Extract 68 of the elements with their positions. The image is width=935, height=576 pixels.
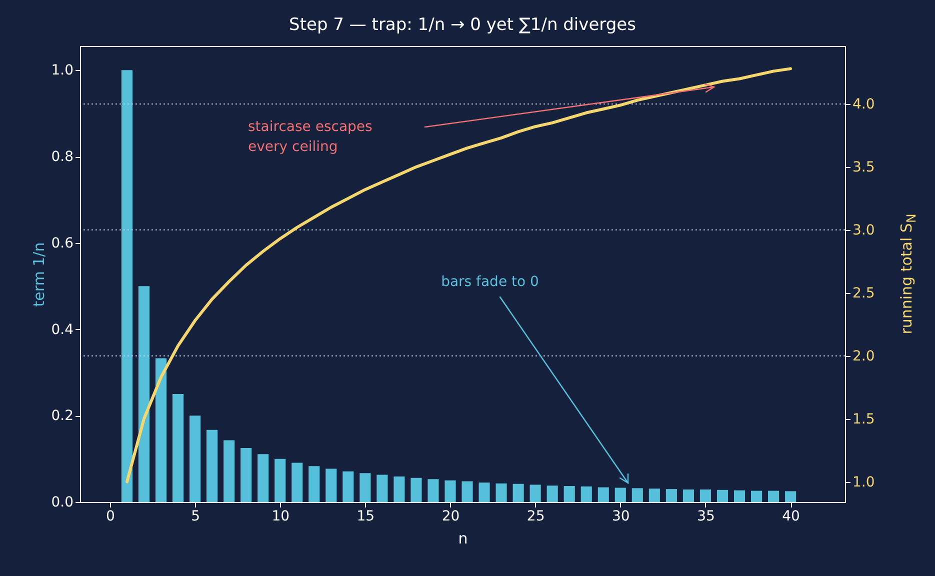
bar — [121, 70, 132, 502]
bar — [632, 488, 643, 502]
bar — [768, 490, 780, 502]
bar — [614, 488, 626, 502]
x-tick-label: 0 — [106, 508, 115, 524]
x-tick-label: 5 — [191, 508, 200, 524]
y-tick-label: 0.6 — [51, 235, 74, 252]
bar — [580, 486, 592, 502]
bar — [138, 286, 150, 502]
bar — [598, 487, 609, 502]
bar — [274, 458, 286, 502]
bar — [682, 489, 694, 502]
bar — [410, 478, 422, 502]
bar — [206, 430, 218, 502]
y2-tick-label: 2.0 — [852, 348, 875, 364]
y-axis-title: term 1/n — [30, 242, 48, 307]
y2-tick-label: 1.0 — [852, 474, 875, 490]
x-tick-label: 15 — [356, 508, 375, 524]
bar — [750, 490, 762, 502]
y-tick-label: 0.2 — [51, 408, 74, 424]
bar — [478, 482, 490, 502]
bar — [666, 489, 677, 502]
y2-tick-label: 4.0 — [852, 96, 875, 112]
x-tick-label: 10 — [272, 508, 290, 524]
y-tick-label: 0.8 — [51, 149, 74, 166]
bar — [240, 448, 252, 502]
bar — [189, 416, 201, 502]
x-axis-title: n — [458, 530, 468, 548]
bar — [512, 484, 524, 502]
y2-tick-label: 3.0 — [852, 222, 875, 238]
y-tick-label: 0.0 — [51, 494, 74, 510]
y-tick-label: 0.4 — [51, 322, 74, 338]
bar — [376, 474, 388, 502]
bar — [546, 486, 558, 502]
bar — [734, 490, 746, 502]
bar — [308, 466, 320, 502]
bar — [785, 491, 796, 502]
bar — [224, 440, 235, 502]
x-tick-label: 35 — [697, 508, 715, 524]
bar — [462, 481, 473, 502]
bar — [428, 479, 439, 502]
annotation: bars fade to 0 — [441, 274, 539, 290]
y-tick-label: 1.0 — [51, 62, 74, 79]
y2-tick-label: 2.5 — [852, 285, 875, 302]
line-series — [125, 67, 792, 484]
bar — [648, 488, 660, 502]
bar — [444, 480, 456, 502]
bar — [326, 468, 337, 502]
bar — [700, 489, 712, 502]
bar — [394, 476, 405, 502]
x-tick-label: 20 — [442, 508, 460, 524]
x-tick-label: 25 — [526, 508, 545, 524]
annotation: staircase escapes every ceiling — [248, 119, 372, 155]
chart-title: Step 7 — trap: 1/n → 0 yet ∑1/n diverges — [289, 15, 636, 35]
bar — [342, 471, 354, 502]
bar — [172, 394, 184, 502]
bar — [292, 462, 303, 502]
bar — [496, 483, 507, 502]
bar — [564, 486, 575, 502]
y2-tick-label: 1.5 — [852, 411, 875, 428]
bar — [360, 473, 371, 502]
x-tick-label: 30 — [612, 508, 630, 524]
bar — [155, 358, 167, 502]
bar — [258, 454, 269, 502]
bar — [530, 484, 541, 502]
x-tick-label: 40 — [782, 508, 800, 524]
bar — [716, 490, 728, 502]
y2-tick-label: 3.5 — [852, 159, 875, 176]
